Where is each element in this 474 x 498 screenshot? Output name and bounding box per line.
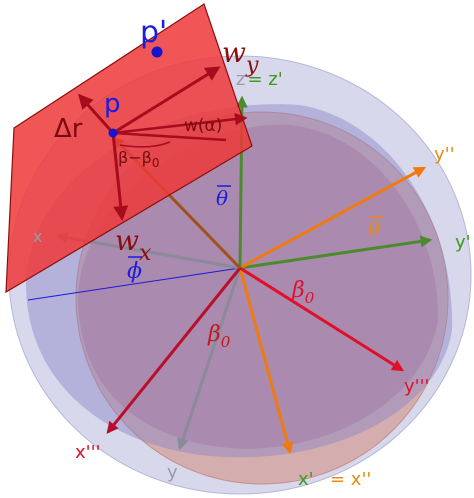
w-x-label: wx xyxy=(115,224,152,266)
w-x-subscript: x xyxy=(139,241,152,266)
equator-line xyxy=(27,267,241,301)
delta-r-arrow xyxy=(78,93,115,134)
w-y-label: wy xyxy=(222,36,259,78)
x-triple-prime-axis xyxy=(106,267,242,434)
w-y-arrow xyxy=(112,66,221,135)
p-label: p xyxy=(104,89,121,119)
w-alpha-label: w(α) xyxy=(184,116,222,136)
w-alpha-arrow xyxy=(112,112,248,135)
y-double-prime-label: y'' xyxy=(434,144,455,165)
w-y-subscript: y xyxy=(245,53,259,78)
p-point xyxy=(108,128,118,138)
beta-arc xyxy=(119,141,171,148)
y-triple-prime-axis xyxy=(239,266,405,372)
beta-minus-beta0-subscript: 0 xyxy=(152,156,160,170)
plane-vectors xyxy=(78,66,248,221)
y-prime-axis xyxy=(239,235,433,270)
overlap-region xyxy=(78,124,439,449)
theta-bar-blue-label: θ xyxy=(216,186,228,210)
phi-bar-label: ϕ xyxy=(127,259,142,284)
x-label: x xyxy=(33,227,42,246)
p-prime-label: p' xyxy=(140,15,167,50)
y-triple-prime-label: y''' xyxy=(404,376,430,397)
y-axis xyxy=(177,267,242,451)
beta0-right-label: β0 xyxy=(291,278,315,307)
beta0-left-subscript: 0 xyxy=(221,333,231,351)
x-triple-prime-label: x''' xyxy=(75,442,101,463)
y-label: y xyxy=(167,462,178,483)
w-alpha-line xyxy=(112,131,227,142)
tangent-plane xyxy=(5,3,253,294)
x-double-prime-label: = x'' xyxy=(330,469,371,490)
z-label: z = z' xyxy=(236,69,283,90)
p-prime-point xyxy=(151,46,163,58)
beta0-right-subscript: 0 xyxy=(305,289,315,307)
x-prime-axis xyxy=(238,267,294,455)
y-prime-label: y' xyxy=(455,232,471,253)
beta0-left-label: β0 xyxy=(207,322,231,351)
y-double-prime-axis xyxy=(239,166,427,270)
delta-r-label: Δr xyxy=(54,114,83,144)
theta-bar-orange-label: θ xyxy=(368,217,380,241)
x-prime-label: x' xyxy=(298,469,314,490)
w-x-arrow xyxy=(111,132,129,221)
beta-minus-beta0-label: β−β0 xyxy=(118,148,159,170)
